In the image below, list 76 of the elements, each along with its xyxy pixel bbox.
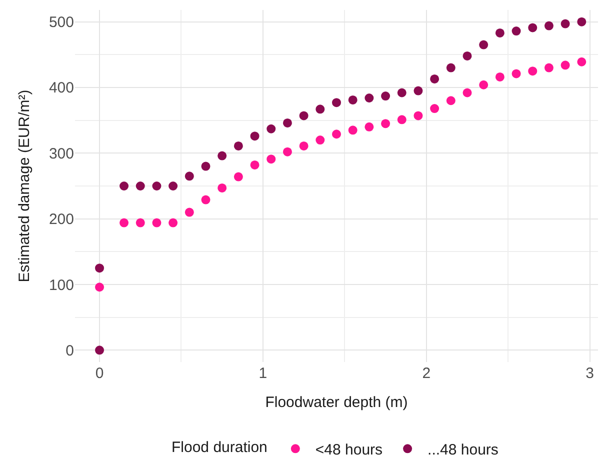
point	[201, 195, 210, 204]
point	[414, 86, 423, 96]
point	[152, 182, 162, 190]
y-tick-label: 500	[48, 14, 74, 32]
point	[462, 88, 472, 98]
x-tick-label: 3	[586, 365, 594, 382]
point	[120, 218, 129, 228]
point	[316, 136, 325, 145]
point	[120, 182, 129, 190]
point	[512, 69, 521, 78]
point	[512, 26, 521, 36]
point	[299, 111, 308, 120]
point	[544, 63, 554, 72]
point	[332, 98, 341, 108]
point	[381, 92, 390, 101]
point	[282, 118, 292, 128]
x-tick-label: 2	[422, 365, 431, 382]
legend-label: ...48 hours	[428, 442, 498, 458]
point	[495, 28, 504, 38]
point	[184, 208, 194, 217]
point	[528, 66, 538, 76]
point	[136, 218, 145, 228]
point	[364, 94, 374, 102]
point	[266, 154, 276, 164]
point	[381, 119, 390, 128]
y-tick-label: 400	[48, 80, 74, 97]
point	[332, 130, 341, 139]
point	[234, 141, 243, 150]
point	[218, 151, 227, 160]
point	[282, 147, 292, 156]
point	[560, 19, 570, 28]
point	[348, 95, 358, 104]
point	[95, 282, 104, 292]
point	[544, 21, 554, 30]
point	[184, 172, 194, 181]
point	[234, 172, 243, 182]
x-tick-label: 1	[258, 365, 268, 382]
point	[250, 160, 260, 170]
legend-label: <48 hours	[315, 442, 383, 458]
point	[316, 104, 325, 114]
legend-title: Flood duration	[172, 438, 268, 456]
point	[430, 104, 440, 114]
point	[201, 162, 210, 171]
y-tick-label: 100	[48, 276, 74, 294]
point	[218, 183, 227, 192]
point	[397, 88, 406, 98]
y-tick-label: 200	[48, 211, 74, 228]
point	[95, 264, 104, 273]
point	[446, 63, 456, 72]
y-tick-label: 300	[48, 145, 74, 162]
y-axis-title: Estimated damage (EUR/m²)	[16, 90, 34, 282]
point	[250, 132, 260, 141]
point	[152, 218, 162, 228]
x-axis-title: Floodwater depth (m)	[265, 394, 408, 411]
x-tick-label: 0	[95, 365, 104, 382]
point	[299, 141, 308, 150]
point	[414, 111, 423, 120]
point	[430, 74, 440, 84]
point	[479, 40, 488, 50]
point	[364, 122, 374, 132]
point	[397, 115, 406, 124]
point	[528, 23, 538, 32]
point	[495, 72, 504, 82]
point	[577, 17, 586, 26]
point	[168, 218, 178, 228]
point	[136, 182, 145, 190]
y-tick-label: 0	[66, 342, 74, 360]
point	[348, 126, 358, 135]
point	[446, 96, 456, 106]
point	[560, 60, 570, 70]
point	[266, 124, 276, 134]
point	[168, 182, 178, 190]
point	[462, 51, 472, 60]
point	[479, 80, 488, 90]
point	[577, 57, 586, 66]
point	[95, 346, 104, 355]
